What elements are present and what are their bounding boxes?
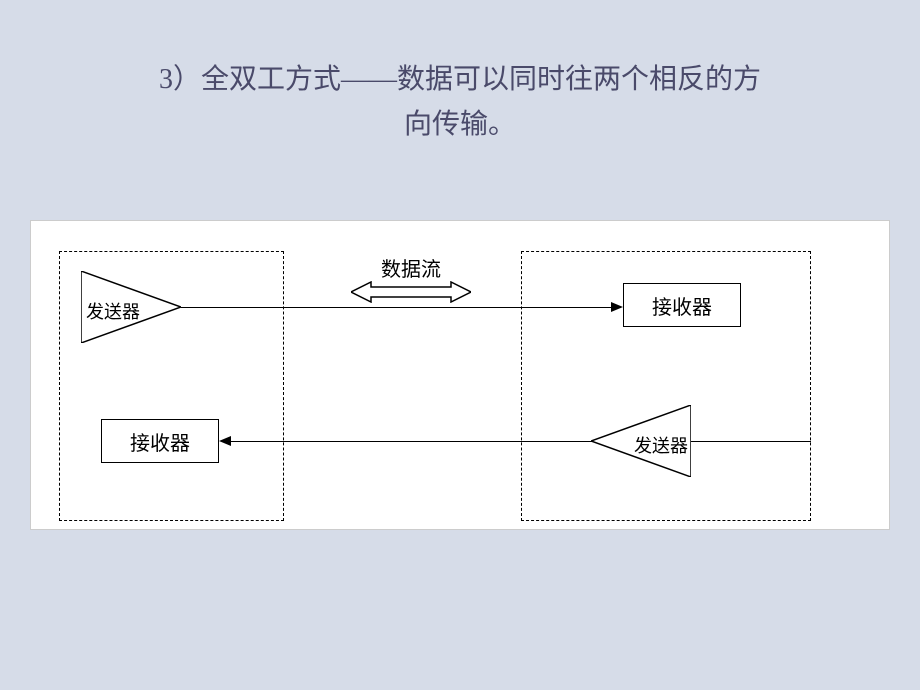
- receiver-left-label: 接收器: [130, 427, 190, 456]
- slide: 3）全双工方式——数据可以同时往两个相反的方 向传输。 数据流 发送器 接收器 …: [0, 0, 920, 690]
- receiver-left-box: 接收器: [101, 419, 219, 463]
- line-bottom: [231, 441, 593, 442]
- line-right-ext: [691, 441, 811, 442]
- transmitter-right-label: 发送器: [634, 432, 688, 458]
- arrow-bottom-head-icon: [219, 436, 231, 446]
- slide-title: 3）全双工方式——数据可以同时往两个相反的方 向传输。: [0, 0, 920, 148]
- diagram-container: 数据流 发送器 接收器 接收器 发送器: [30, 220, 890, 530]
- receiver-right-box: 接收器: [623, 283, 741, 327]
- receiver-right-label: 接收器: [652, 291, 712, 320]
- transmitter-left-label: 发送器: [86, 298, 140, 324]
- arrow-top-head-icon: [611, 302, 623, 312]
- title-line2: 向传输。: [404, 109, 516, 140]
- double-arrow-icon: [351, 281, 471, 303]
- dataflow-label: 数据流: [351, 253, 471, 282]
- title-line1: 3）全双工方式——数据可以同时往两个相反的方: [159, 64, 761, 95]
- line-top: [181, 307, 621, 308]
